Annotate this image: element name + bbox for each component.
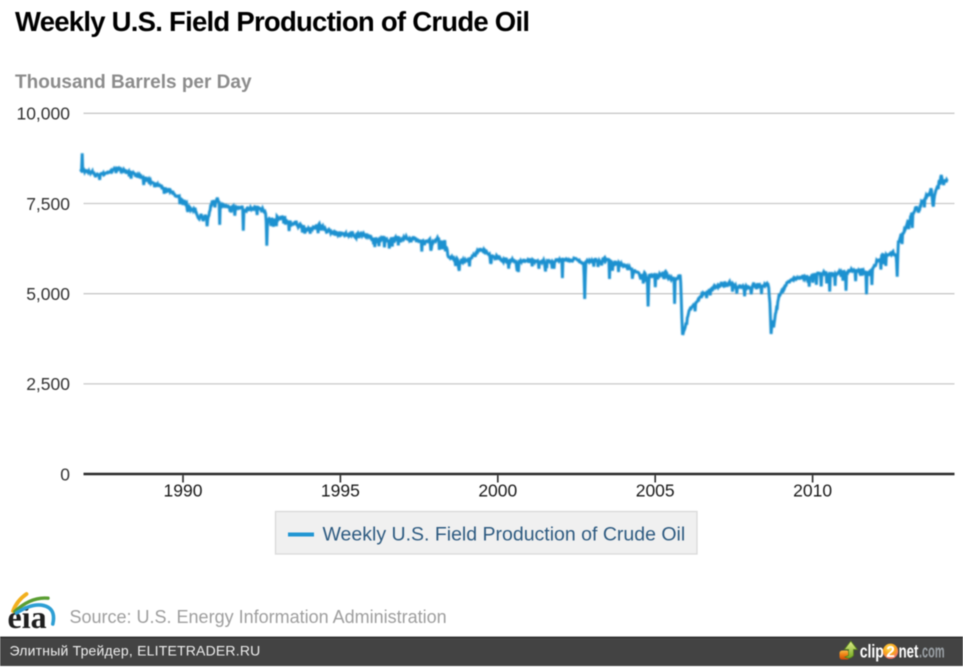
- svg-text:2010: 2010: [793, 481, 832, 501]
- svg-text:Source: U.S. Energy Informatio: Source: U.S. Energy Information Administ…: [70, 607, 447, 627]
- svg-text:1990: 1990: [164, 481, 203, 501]
- svg-text:Weekly U.S. Field Production o: Weekly U.S. Field Production of Crude Oi…: [323, 524, 686, 546]
- svg-text:10,000: 10,000: [16, 104, 70, 124]
- svg-text:0: 0: [60, 464, 70, 484]
- svg-text:7,500: 7,500: [26, 194, 70, 214]
- svg-text:2: 2: [886, 644, 895, 661]
- svg-text:Weekly U.S. Field Production o: Weekly U.S. Field Production of Crude Oi…: [15, 6, 529, 37]
- svg-text:5,000: 5,000: [26, 284, 70, 304]
- svg-text:net: net: [899, 641, 919, 662]
- svg-text:Thousand Barrels per Day: Thousand Barrels per Day: [15, 72, 252, 93]
- svg-text:.com: .com: [919, 641, 945, 662]
- svg-text:2,500: 2,500: [26, 374, 70, 394]
- svg-text:clip: clip: [860, 641, 884, 662]
- svg-text:Элитный Трейдер, ELITETRADER.R: Элитный Трейдер, ELITETRADER.RU: [10, 643, 261, 659]
- svg-text:2005: 2005: [636, 481, 675, 501]
- svg-text:1995: 1995: [321, 481, 360, 501]
- svg-text:2000: 2000: [478, 481, 517, 501]
